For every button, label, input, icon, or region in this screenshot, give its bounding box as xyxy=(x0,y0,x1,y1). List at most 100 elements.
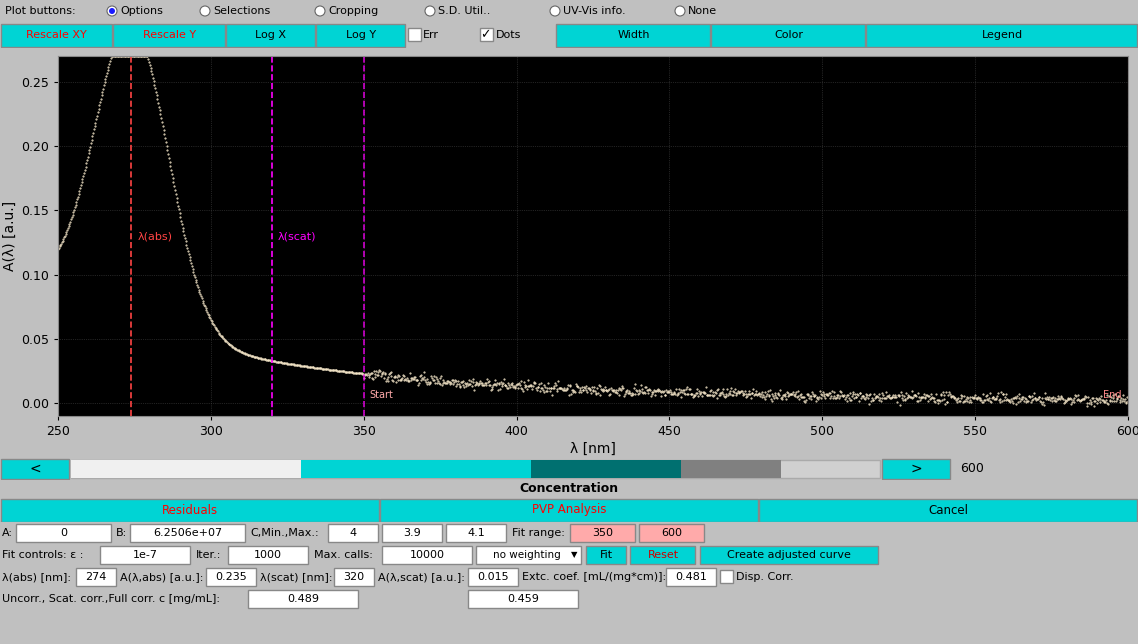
Text: Max. calls:: Max. calls: xyxy=(314,550,373,560)
Text: 4.1: 4.1 xyxy=(467,528,485,538)
Circle shape xyxy=(675,6,685,16)
Text: Cancel: Cancel xyxy=(929,504,968,516)
Bar xyxy=(531,460,681,478)
Text: λ(scat) [nm]:: λ(scat) [nm]: xyxy=(259,572,332,582)
Text: PVP Analysis: PVP Analysis xyxy=(531,504,607,516)
Bar xyxy=(16,524,112,542)
Bar xyxy=(71,460,300,478)
Text: A:: A: xyxy=(2,528,13,538)
X-axis label: λ [nm]: λ [nm] xyxy=(570,442,616,456)
Text: ▼: ▼ xyxy=(571,551,577,560)
Y-axis label: A(λ) [a.u.]: A(λ) [a.u.] xyxy=(2,201,17,271)
Text: 0: 0 xyxy=(60,528,67,538)
Bar xyxy=(0,23,113,46)
Bar xyxy=(316,23,405,46)
Text: Width: Width xyxy=(617,30,650,40)
Text: C,Min.,Max.:: C,Min.,Max.: xyxy=(250,528,319,538)
Text: Residuals: Residuals xyxy=(162,504,217,516)
Bar xyxy=(333,568,374,586)
Text: Log Y: Log Y xyxy=(346,30,376,40)
Text: Selections: Selections xyxy=(213,6,270,16)
Text: Extc. coef. [mL/(mg*cm)]:: Extc. coef. [mL/(mg*cm)]: xyxy=(522,572,666,582)
Text: Concentration: Concentration xyxy=(519,482,619,495)
Bar xyxy=(630,546,695,564)
Bar xyxy=(570,524,635,542)
Text: 4: 4 xyxy=(349,528,356,538)
Bar xyxy=(248,590,358,608)
Text: Legend: Legend xyxy=(981,30,1023,40)
Bar xyxy=(446,524,506,542)
Bar xyxy=(556,23,710,46)
Text: Log X: Log X xyxy=(256,30,287,40)
Bar xyxy=(476,546,582,564)
Text: <: < xyxy=(30,462,41,476)
Text: λ(scat): λ(scat) xyxy=(278,232,316,242)
Text: 0.015: 0.015 xyxy=(477,572,509,582)
Circle shape xyxy=(315,6,325,16)
Text: 0.235: 0.235 xyxy=(215,572,247,582)
Bar xyxy=(409,28,421,41)
Text: UV-Vis info.: UV-Vis info. xyxy=(563,6,626,16)
Bar xyxy=(206,568,256,586)
Text: 10000: 10000 xyxy=(410,550,445,560)
Bar xyxy=(226,23,315,46)
Text: Disp. Corr.: Disp. Corr. xyxy=(736,572,793,582)
Bar xyxy=(759,498,1138,522)
Bar xyxy=(640,524,704,542)
Text: Iter.:: Iter.: xyxy=(196,550,222,560)
Bar xyxy=(700,546,879,564)
Text: Fit controls: ε :: Fit controls: ε : xyxy=(2,550,83,560)
Text: B:: B: xyxy=(116,528,127,538)
Circle shape xyxy=(109,8,115,14)
Text: Dots: Dots xyxy=(496,30,521,40)
Text: End: End xyxy=(1104,390,1122,400)
Bar xyxy=(711,23,866,46)
Text: 320: 320 xyxy=(344,572,364,582)
Bar xyxy=(114,23,225,46)
Text: A(λ,abs) [a.u.]:: A(λ,abs) [a.u.]: xyxy=(119,572,204,582)
Text: 600: 600 xyxy=(960,462,984,475)
Text: >: > xyxy=(910,462,922,476)
Bar xyxy=(866,23,1138,46)
Text: Rescale Y: Rescale Y xyxy=(143,30,196,40)
Text: A(λ,scat) [a.u.]:: A(λ,scat) [a.u.]: xyxy=(378,572,465,582)
Text: Fit range:: Fit range: xyxy=(512,528,564,538)
Bar xyxy=(1,459,69,479)
Text: None: None xyxy=(688,6,717,16)
Bar xyxy=(468,590,578,608)
Text: Err: Err xyxy=(423,30,439,40)
Bar xyxy=(882,459,950,479)
Circle shape xyxy=(200,6,211,16)
Text: 6.2506e+07: 6.2506e+07 xyxy=(152,528,222,538)
Text: Fit: Fit xyxy=(600,550,612,560)
Text: S.D. Util..: S.D. Util.. xyxy=(438,6,490,16)
Text: ✓: ✓ xyxy=(480,28,490,41)
Text: Uncorr., Scat. corr.,Full corr. c [mg/mL]:: Uncorr., Scat. corr.,Full corr. c [mg/mL… xyxy=(2,594,220,604)
Bar xyxy=(130,524,245,542)
Bar xyxy=(681,460,781,478)
Text: 1000: 1000 xyxy=(254,550,282,560)
Bar xyxy=(100,546,190,564)
Text: λ(abs) [nm]:: λ(abs) [nm]: xyxy=(2,572,71,582)
Text: Start: Start xyxy=(370,390,394,400)
Text: Create adjusted curve: Create adjusted curve xyxy=(727,550,851,560)
Bar xyxy=(0,498,379,522)
Bar xyxy=(380,498,758,522)
Bar xyxy=(586,546,626,564)
Text: 0.459: 0.459 xyxy=(508,594,539,604)
Text: 0.481: 0.481 xyxy=(675,572,707,582)
Text: 600: 600 xyxy=(661,528,682,538)
Text: 0.489: 0.489 xyxy=(287,594,319,604)
Text: Color: Color xyxy=(774,30,803,40)
Bar xyxy=(382,546,472,564)
Bar xyxy=(666,568,716,586)
Bar xyxy=(468,568,518,586)
Bar xyxy=(720,570,733,583)
Text: no weighting: no weighting xyxy=(493,550,561,560)
Bar xyxy=(71,460,880,478)
Text: Cropping: Cropping xyxy=(328,6,378,16)
Text: 1e-7: 1e-7 xyxy=(132,550,157,560)
Bar xyxy=(300,460,531,478)
Bar xyxy=(382,524,442,542)
Text: λ(abs): λ(abs) xyxy=(138,232,173,242)
